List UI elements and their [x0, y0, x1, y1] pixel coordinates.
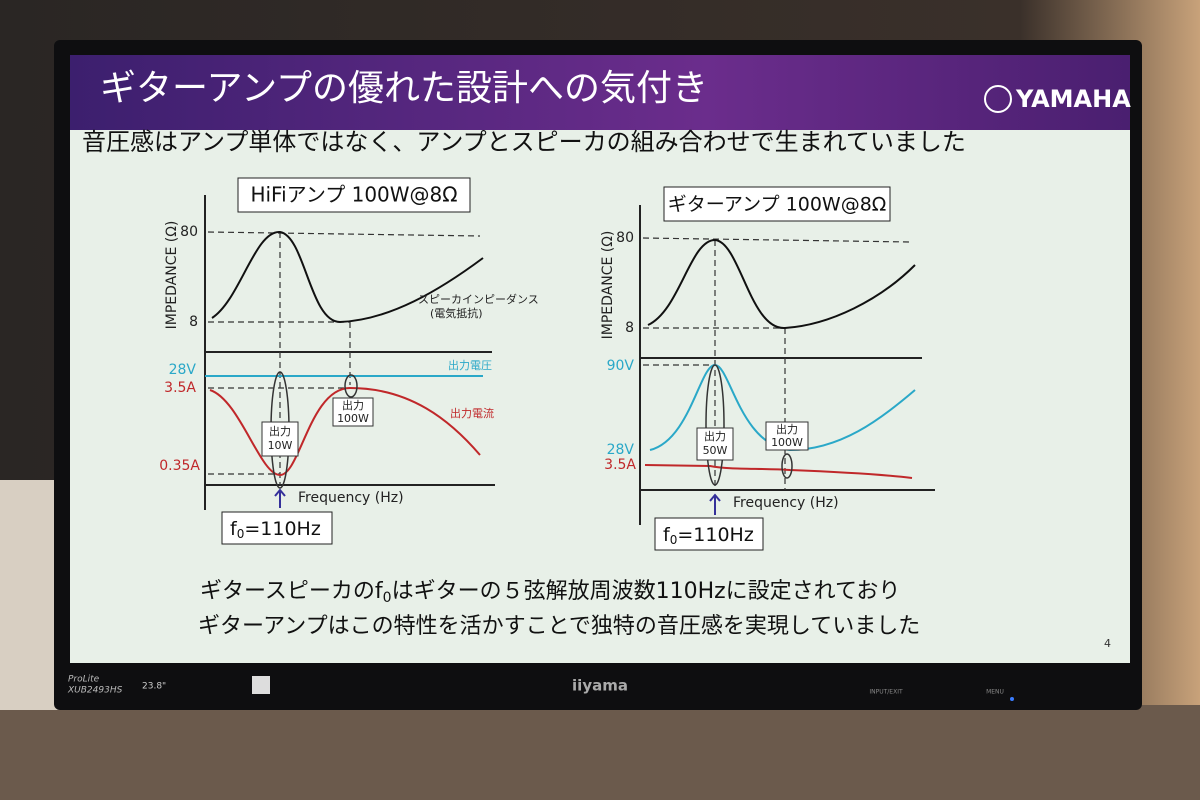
- tick: 3.5A: [604, 457, 636, 473]
- f0-box: [221, 511, 333, 545]
- label-box: [696, 427, 734, 461]
- label: 100W: [337, 412, 369, 425]
- x-label: Frequency (Hz): [733, 495, 839, 511]
- footer-line: ギタースピーカのf0はギターの５弦解放周波数110Hzに設定されており: [200, 579, 900, 606]
- footer-part: ギタースピーカのf: [200, 579, 384, 604]
- current-curve: [644, 464, 913, 479]
- f0-part: f: [230, 518, 238, 540]
- highlight: [344, 374, 358, 398]
- current-curve: [209, 386, 481, 477]
- heading-box: [663, 186, 891, 222]
- qr: [252, 676, 270, 694]
- monitor-brand: iiyama: [572, 677, 628, 695]
- left-diagram: HiFiアンプ 100W@8Ω IMPEDANCE (Ω) 80 8 28V 3…: [159, 177, 539, 545]
- subtitle: 音圧感はアンプ単体ではなく、アンプとスピーカの組み合わせで生まれていました: [82, 128, 966, 156]
- heading: HiFiアンプ 100W@8Ω: [250, 183, 457, 207]
- monitor-size: 23.8": [142, 682, 166, 692]
- f0-part: f: [663, 524, 671, 546]
- y-label: IMPEDANCE (Ω): [164, 221, 180, 330]
- voltage-curve: [649, 363, 916, 452]
- footer-sub: 0: [383, 590, 392, 606]
- f0-box: [654, 517, 764, 551]
- highlight: [705, 364, 725, 486]
- button-label[interactable]: MENU: [986, 689, 1004, 696]
- x-label: Frequency (Hz): [298, 490, 404, 506]
- note: 出力電流: [450, 407, 494, 420]
- slide-header: [70, 55, 1130, 130]
- logo: YAMAHA: [1015, 85, 1131, 113]
- slide-title: ギターアンプの優れた設計への気付き: [100, 68, 708, 109]
- label: 出力: [776, 423, 798, 436]
- label-box: [765, 421, 809, 451]
- y-label: IMPEDANCE (Ω): [600, 231, 616, 340]
- label: 出力: [269, 425, 291, 438]
- tick: 80: [616, 230, 634, 246]
- logo-mark: [984, 85, 1012, 113]
- note: (電気抵抗): [430, 306, 483, 320]
- footer-part: はギターの５弦解放周波数110Hzに設定されており: [392, 579, 901, 604]
- power-led: [1010, 697, 1014, 701]
- tick: 28V: [169, 362, 197, 378]
- note: 出力電圧: [448, 359, 492, 372]
- page-number: 4: [1104, 637, 1111, 650]
- dash: [642, 237, 911, 243]
- f0: f0=110Hz: [663, 524, 754, 547]
- tick: 3.5A: [164, 380, 196, 396]
- tick: 28V: [607, 442, 635, 458]
- tick: 80: [180, 224, 198, 240]
- slide: [70, 55, 1130, 663]
- button-label[interactable]: INPUT/EXIT: [869, 689, 903, 696]
- label: 50W: [703, 444, 728, 457]
- cloth: [0, 480, 60, 710]
- f0-part: =110Hz: [244, 518, 320, 540]
- label: 10W: [268, 439, 293, 452]
- monitor-model: XUB2493HS: [67, 686, 123, 696]
- heading-box: [237, 177, 471, 213]
- impedance-curve: [211, 230, 484, 324]
- dash: [207, 231, 481, 237]
- tick: 0.35A: [159, 458, 200, 474]
- heading: ギターアンプ 100W@8Ω: [668, 194, 887, 216]
- tick: 8: [625, 320, 634, 336]
- tick: 8: [189, 314, 198, 330]
- label: 100W: [771, 436, 803, 449]
- label-box: [261, 421, 299, 457]
- impedance-curve: [647, 238, 916, 330]
- monitor-series: ProLite: [68, 675, 100, 685]
- f0: f0=110Hz: [230, 518, 321, 541]
- label-box: [332, 397, 374, 427]
- arrow: [709, 493, 721, 515]
- highlight: [781, 453, 793, 479]
- arrow: [274, 488, 286, 508]
- tick: 90V: [607, 358, 635, 374]
- note: スピーカインピーダンス: [418, 292, 539, 306]
- label: 出力: [342, 399, 364, 412]
- right-diagram: ギターアンプ 100W@8Ω IMPEDANCE (Ω) 80 8 90V 28…: [600, 186, 935, 551]
- footer-line: ギターアンプはこの特性を活かすことで独特の音圧感を実現していました: [198, 614, 920, 639]
- f0-part: =110Hz: [677, 524, 753, 546]
- label: 出力: [704, 430, 726, 443]
- f0-sub: 0: [237, 527, 245, 541]
- desk: [0, 705, 1200, 800]
- f0-sub: 0: [670, 533, 678, 547]
